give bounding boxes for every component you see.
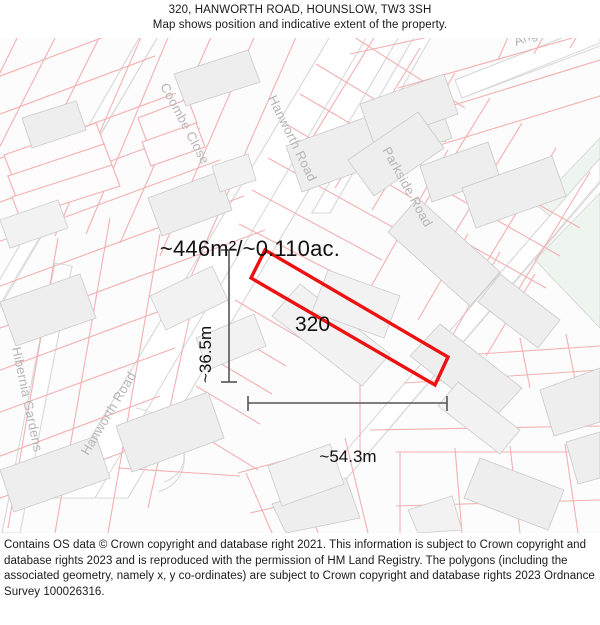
width-measure-label: ~54.3m <box>319 447 377 466</box>
area-label-text: ~446m²/~0.110ac. <box>159 236 341 261</box>
map-canvas[interactable]: .pl{stroke:#f4b0b0;stroke-width:1.1;fill… <box>0 38 600 533</box>
copyright-text: Contains OS data © Crown copyright and d… <box>4 539 595 598</box>
area-label: ~446m²/~0.110ac. <box>0 236 600 262</box>
plot-number-label: 320 <box>295 313 331 336</box>
height-measure-label: ~36.5m <box>196 325 215 383</box>
map-vector-layer: .pl{stroke:#f4b0b0;stroke-width:1.1;fill… <box>0 38 600 533</box>
page-subtitle: Map shows position and indicative extent… <box>152 19 448 31</box>
page-title: 320, HANWORTH ROAD, HOUNSLOW, TW3 3SH <box>168 4 432 16</box>
measurement-bars <box>221 249 448 411</box>
map-footer: Contains OS data © Crown copyright and d… <box>0 533 600 625</box>
map-header: 320, HANWORTH ROAD, HOUNSLOW, TW3 3SH Ma… <box>0 0 600 38</box>
buildings <box>0 49 600 533</box>
property-outline[interactable] <box>248 247 451 388</box>
